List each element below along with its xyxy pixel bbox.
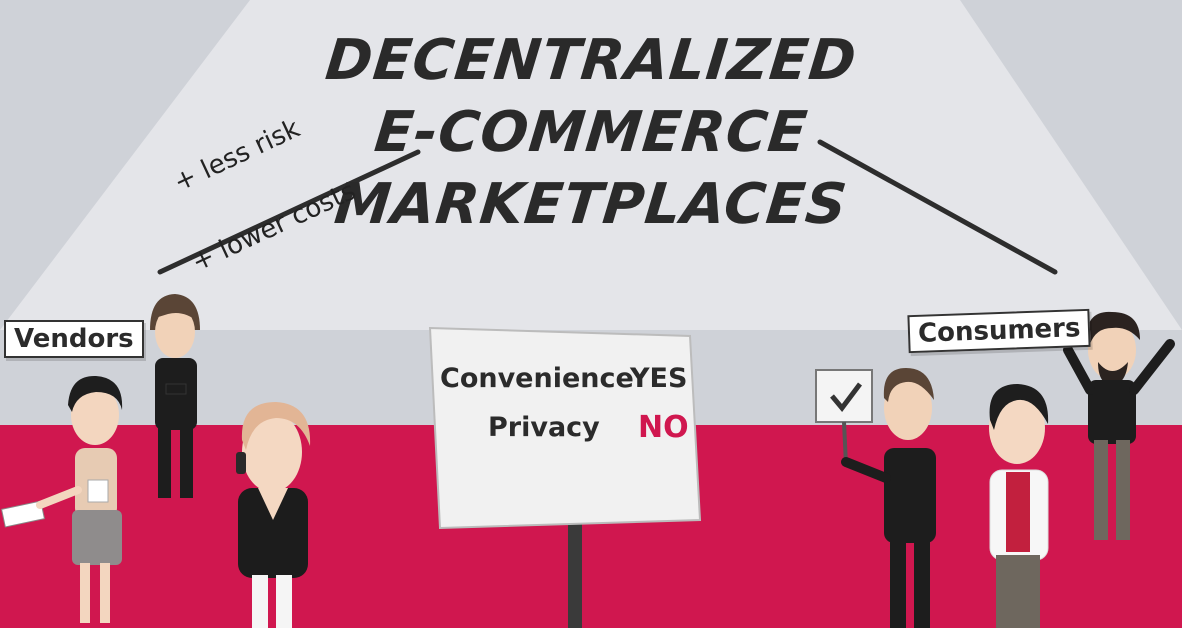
sign-privacy-label: Privacy bbox=[488, 412, 600, 443]
title-line-2-wrap: E-COMMERCE bbox=[0, 100, 1182, 165]
title-line-3: MARKETPLACES bbox=[331, 172, 851, 237]
sign-post bbox=[568, 520, 582, 628]
vendor-phone-woman-figure bbox=[236, 402, 311, 628]
consumer-connector-line bbox=[817, 139, 1058, 275]
consumer-woman-figure bbox=[989, 384, 1049, 628]
sign-privacy-value: NO bbox=[638, 410, 689, 445]
sign-convenience-value: YES bbox=[630, 363, 688, 394]
vendor-woman-figure bbox=[0, 375, 123, 623]
spotlight bbox=[0, 0, 1182, 330]
title-line-1-wrap: DECENTRALIZED bbox=[0, 28, 1182, 93]
vendor-connector-line bbox=[157, 149, 421, 275]
title-line-1: DECENTRALIZED bbox=[322, 28, 860, 93]
vendor-man-figure bbox=[150, 294, 200, 498]
consumer-cheer-figure bbox=[1063, 311, 1175, 540]
consumer-check-figure bbox=[815, 368, 936, 628]
consumers-label: Consumers bbox=[907, 308, 1092, 354]
title-line-2: E-COMMERCE bbox=[371, 100, 811, 165]
sign-board bbox=[428, 326, 702, 530]
sign-convenience-label: Convenience bbox=[440, 363, 634, 394]
vendors-label: Vendors bbox=[4, 320, 144, 358]
